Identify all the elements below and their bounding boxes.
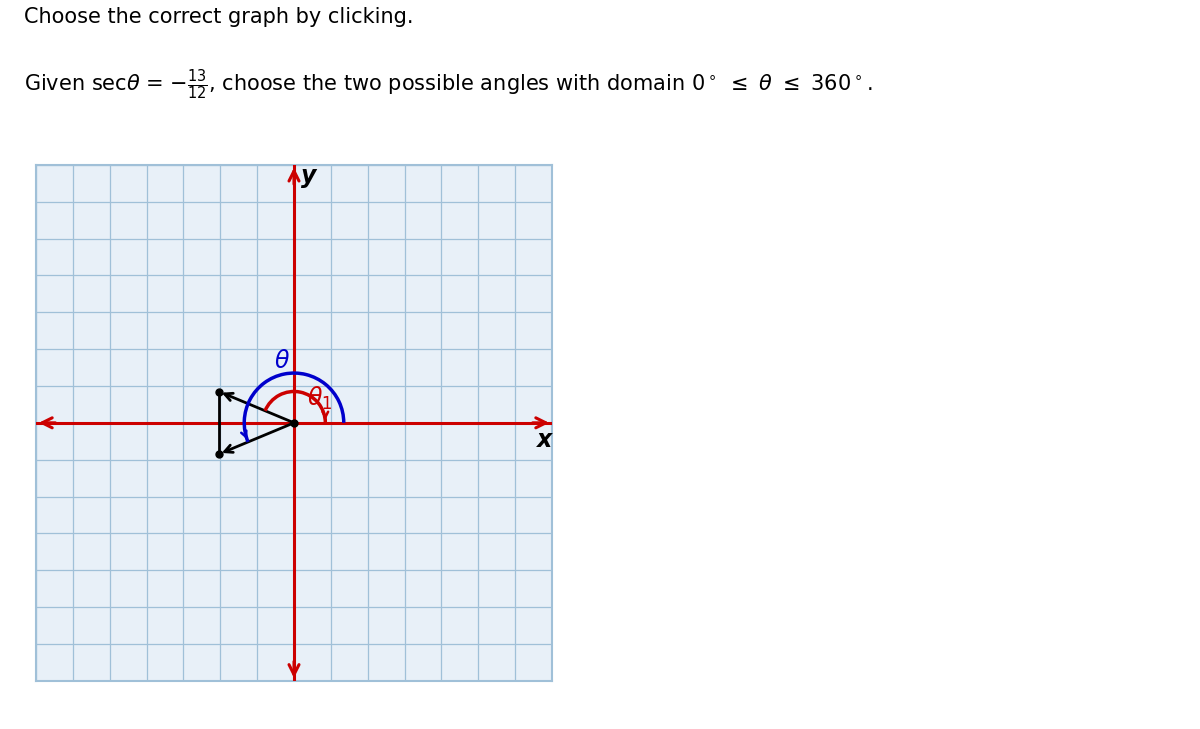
Text: $\theta_1$: $\theta_1$ [307, 385, 332, 413]
Text: Choose the correct graph by clicking.: Choose the correct graph by clicking. [24, 7, 414, 27]
Text: Given sec$\theta$ = $-\frac{13}{12}$, choose the two possible angles with domain: Given sec$\theta$ = $-\frac{13}{12}$, ch… [24, 68, 872, 102]
Text: y: y [301, 164, 317, 188]
Text: x: x [538, 428, 552, 452]
Text: $\theta$: $\theta$ [274, 348, 289, 373]
